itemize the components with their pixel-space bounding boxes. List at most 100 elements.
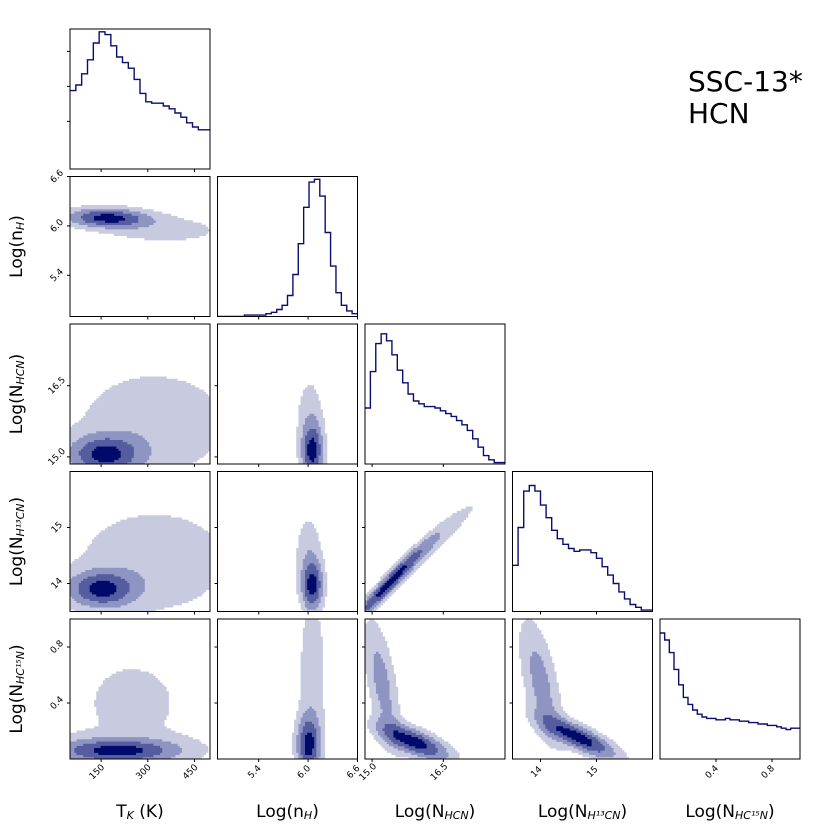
x-tick-label-nhc15n: 0.4: [704, 764, 721, 781]
x-tick-label-nhcn: 16.5: [429, 762, 450, 783]
contour-core: [94, 213, 126, 223]
panel-frame: [217, 618, 358, 760]
panel-nh13cn-vs-tk: [67, 471, 211, 615]
y-tick-label-nh: 6.6: [49, 168, 66, 185]
panel-nh-vs-nh: [217, 176, 358, 320]
y-tick-label-nh: 6.0: [49, 217, 66, 234]
panel-nh13cn-vs-nhcn: [362, 471, 506, 615]
panel-frame: [217, 471, 358, 612]
label-main: Log(N: [7, 684, 27, 734]
x-axis-label-nh: Log(nH): [256, 802, 319, 822]
label-main: Log(N: [7, 385, 27, 435]
label-main: T: [115, 802, 127, 822]
y-tick-label-nh: 5.4: [49, 267, 66, 284]
x-axis-label-tk: TK (K): [115, 802, 163, 822]
label-tail: ): [7, 354, 27, 361]
x-tick-label-tk: 450: [181, 763, 200, 782]
label-tail: ): [621, 802, 628, 822]
histogram-tk: [70, 31, 210, 131]
x-tick-label-nhc15n: 0.8: [760, 764, 777, 781]
contour-core: [94, 745, 143, 756]
panel-nhc15n-vs-tk: [67, 618, 211, 762]
contour-outer: [70, 669, 209, 759]
histogram-nhcn: [365, 333, 505, 464]
panel-frame: [364, 471, 506, 612]
panel-frame: [69, 618, 211, 760]
x-tick-label-nh13cn: 14: [529, 765, 544, 780]
contour-core: [89, 580, 117, 597]
label-tail: ): [469, 802, 476, 822]
contour-core: [375, 565, 407, 597]
label-subscript: H¹³CN: [588, 809, 621, 822]
panel-frame: [69, 323, 211, 465]
title-line-molecule: HCN: [688, 97, 750, 130]
panel-nhcn-vs-nhcn: [364, 323, 506, 467]
contour-core: [393, 730, 427, 749]
x-tick-label-nh: 6.0: [296, 764, 313, 781]
label-subscript: H: [304, 809, 312, 822]
label-subscript: H: [14, 222, 27, 230]
title-line-source: SSC-13*: [688, 65, 803, 98]
contour-core: [305, 732, 315, 756]
x-tick-label-tk: 300: [135, 763, 154, 782]
label-tail: ): [7, 215, 27, 222]
x-tick-label-nh13cn: 15: [585, 765, 600, 780]
contour-core: [307, 574, 317, 595]
histogram-nh: [217, 178, 358, 317]
label-subscript: K: [127, 809, 135, 822]
y-tick-label-nhcn: 15.0: [47, 446, 68, 467]
label-subscript: HCN: [14, 360, 27, 384]
y-axis-label-nhc15n: Log(NHC¹⁵N): [7, 644, 27, 733]
panel-frame: [217, 176, 358, 317]
label-main: Log(N: [7, 536, 27, 586]
y-tick-label-nhc15n: 0.4: [49, 695, 66, 712]
y-tick-label-nh13cn: 14: [50, 576, 65, 591]
label-subscript: H¹³CN: [14, 503, 27, 536]
panel-nh-vs-tk: [67, 176, 211, 320]
label-main: Log(n: [7, 230, 27, 278]
label-tail: (K): [134, 802, 164, 822]
panel-tk-vs-tk: [67, 28, 211, 172]
x-axis-label-nh13cn: Log(NH¹³CN): [538, 802, 627, 822]
y-axis-label-nh13cn: Log(NH¹³CN): [7, 497, 27, 586]
label-subscript: HC¹⁵N: [14, 651, 27, 684]
panel-frame: [364, 323, 506, 465]
panel-nhc15n-vs-nhcn: [362, 618, 506, 762]
panel-frame: [512, 471, 653, 612]
y-tick-label-nh13cn: 15: [50, 520, 65, 535]
label-main: Log(N: [395, 802, 445, 822]
label-tail: ): [7, 644, 27, 651]
panel-frame: [217, 323, 358, 465]
x-tick-label-tk: 150: [88, 763, 107, 782]
contour-core: [91, 446, 121, 463]
panel-frame: [659, 618, 801, 760]
panel-frame: [512, 618, 653, 760]
label-main: Log(n: [256, 802, 304, 822]
label-subscript: HC¹⁵N: [735, 809, 768, 822]
histogram-nh13cn: [512, 484, 653, 611]
panel-frame: [69, 28, 211, 170]
panel-nhc15n-vs-nhc15n: [659, 618, 801, 762]
panel-nhcn-vs-nh: [214, 323, 358, 467]
y-tick-label-nhc15n: 0.8: [49, 639, 66, 656]
panel-nhc15n-vs-nh13cn: [509, 618, 653, 762]
panel-frame: [364, 618, 506, 760]
y-axis-label-nhcn: Log(NHCN): [7, 354, 27, 435]
panel-nhcn-vs-tk: [67, 323, 211, 467]
y-tick-label-nhcn: 16.5: [47, 375, 68, 396]
y-axis-label-nh: Log(nH): [7, 215, 27, 278]
label-main: Log(N: [685, 802, 735, 822]
label-subscript: HCN: [444, 809, 468, 822]
label-tail: ): [768, 802, 775, 822]
histogram-nhc15n: [660, 632, 800, 731]
panel-nh13cn-vs-nh13cn: [512, 471, 653, 615]
contour-core: [556, 726, 592, 747]
plot-title: SSC-13* HCN: [688, 66, 803, 130]
x-tick-label-nhcn: 15.0: [358, 762, 379, 783]
label-main: Log(N: [538, 802, 588, 822]
x-axis-label-nhc15n: Log(NHC¹⁵N): [685, 802, 774, 822]
panel-nh13cn-vs-nh: [214, 471, 358, 615]
panel-nhc15n-vs-nh: [214, 618, 358, 762]
panel-frame: [69, 471, 211, 612]
